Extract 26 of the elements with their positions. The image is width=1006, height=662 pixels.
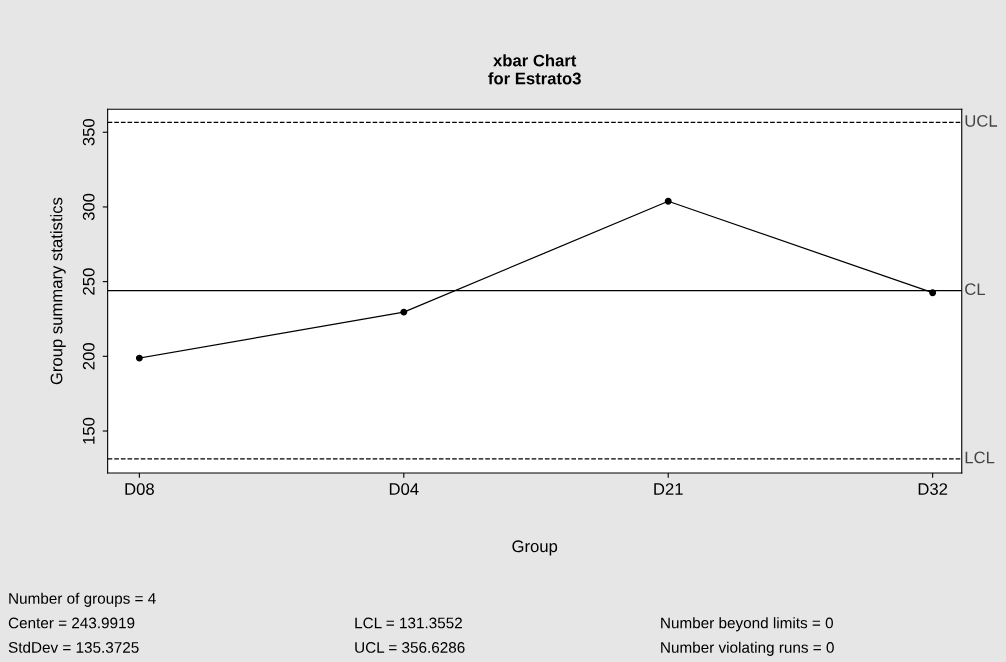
y-tick-label: 350: [82, 118, 95, 146]
text: StdDev = 135.3725: [8, 641, 139, 653]
text: Number violating runs = 0: [661, 641, 834, 656]
text: UCL = 356.6286: [355, 642, 465, 653]
x-tick-label: D32: [918, 483, 948, 495]
point: [135, 354, 143, 362]
x-axis-title: Group: [512, 540, 558, 556]
point: [929, 289, 937, 297]
ref-line-label: UCL: [965, 115, 998, 127]
y-tick-label: 250: [82, 268, 95, 295]
point: [400, 308, 408, 316]
text: Number beyond limits = 0: [661, 617, 833, 632]
ref-line-label: LCL: [965, 451, 995, 464]
y-tick-label: 150: [82, 417, 95, 444]
y-axis-title: Group summary statistics: [50, 197, 66, 385]
x-tick-label: D21: [654, 483, 683, 495]
y-tick-label: 200: [82, 343, 95, 370]
x-tick-label: D08: [125, 483, 154, 495]
text: LCL = 131.3552: [355, 617, 462, 629]
x-tick-label: D04: [389, 483, 419, 495]
ref-line-label: CL: [965, 283, 986, 296]
point: [664, 197, 672, 205]
text: Center = 243.9919: [8, 617, 135, 629]
text: Number of groups = 4: [9, 592, 156, 607]
chart-title: xbar Chart for Estrato3: [488, 54, 581, 85]
y-tick-label: 300: [82, 193, 95, 221]
